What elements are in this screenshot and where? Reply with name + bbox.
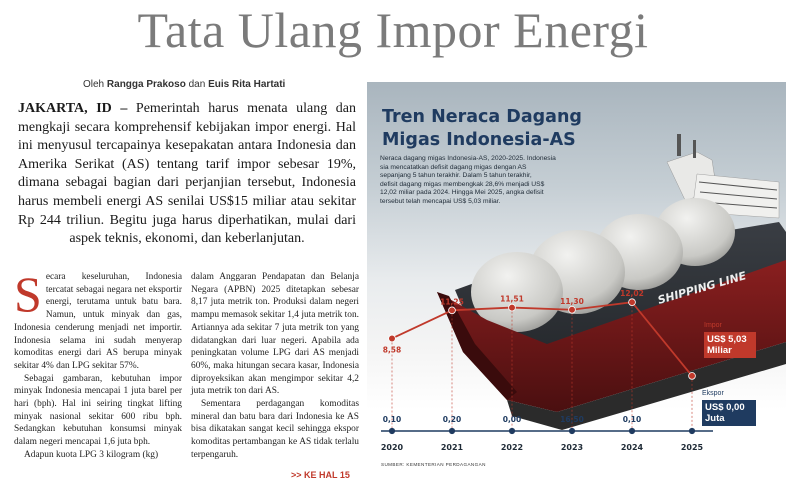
x-tick-label: 2025	[681, 443, 704, 452]
body-paragraph: ecara keseluruhan, Indonesia tercatat se…	[14, 272, 182, 371]
body-paragraph: Adapun kuota LPG 3 kilogram (kg)	[24, 449, 159, 460]
import-label: Impor	[704, 322, 722, 329]
export-point	[388, 427, 396, 435]
x-tick-label: 2024	[621, 443, 644, 452]
dateline: JAKARTA, ID –	[18, 101, 128, 116]
lead-text: Pemerintah harus menata ulang dan mengka…	[18, 101, 357, 247]
byline-conj: dan	[188, 79, 206, 90]
import-data-label: 8,58	[383, 345, 402, 354]
export-value-unit: Juta	[705, 413, 725, 424]
ship-illustration: SHIPPING LINE 2020 2021 2022 2023 2024 20258,…	[381, 134, 786, 452]
headline: Tata Ulang Impor Energi	[137, 2, 649, 58]
import-data-label: 12,02	[620, 289, 644, 298]
export-point	[568, 427, 576, 435]
export-data-label: 16,50	[560, 415, 584, 424]
subtitle-line: Neraca dagang migas Indonesia-AS, 2020-2…	[380, 155, 556, 162]
x-tick-label: 2023	[561, 443, 583, 452]
export-value-amount: US$ 0,00	[705, 402, 745, 413]
body-paragraph: Sementara perdagangan komoditas mineral …	[191, 399, 359, 460]
infographic: SHIPPING LINE 2020 2021 2022 2023 2024 2025 8,…	[367, 82, 786, 482]
subtitle-line: defisit dagang migas membengkak 28,6% me…	[380, 180, 545, 188]
export-data-label: 0,10	[623, 415, 642, 424]
x-tick-label: 2020	[381, 443, 404, 452]
import-value-amount: US$ 5,03	[707, 334, 747, 345]
export-data-label: 0,20	[443, 415, 462, 424]
infographic-title-line: Tren Neraca Dagang	[382, 107, 582, 127]
infographic-subtitle: Neraca dagang migas Indonesia-AS, 2020-2…	[380, 155, 590, 207]
author-1: Rangga Prakoso	[106, 79, 186, 90]
chart-layer: 2020 2021 2022 2023 2024 2025 8,58 11,25 11,51 11…	[381, 289, 713, 452]
import-point	[688, 372, 696, 380]
x-tick-label: 2022	[501, 443, 523, 452]
import-point	[388, 334, 396, 343]
export-callout: Ekspor US$ 0,00 Juta	[702, 390, 756, 434]
subtitle-line: sia mencatatkan defisit dagang migas den…	[380, 163, 527, 171]
subtitle-line: 12,02 miliar pada 2024. Hingga Mei 2025,…	[380, 189, 544, 197]
export-point	[508, 427, 516, 435]
export-point	[628, 427, 636, 435]
import-point	[628, 298, 636, 306]
subtitle-line: tersebut telah mencapai US$ 5,03 miliar.	[380, 197, 501, 205]
import-value-unit: Miliar	[707, 345, 732, 356]
export-point	[448, 427, 456, 435]
subtitle-line: sepanjang 5 tahun terakhir. Dalam 5 tahu…	[380, 172, 532, 180]
export-point	[688, 427, 696, 435]
source-note: SUMBER: KEMENTERIAN PERDAGANGAN	[381, 462, 486, 467]
import-point	[448, 306, 456, 315]
author-2: Euis Rita Hartati	[208, 79, 286, 90]
export-data-label: 0,00	[503, 415, 522, 424]
lead-paragraph: JAKARTA, ID – Pemerintah harus menata ul…	[18, 100, 356, 249]
import-series-line	[391, 301, 693, 377]
byline-prefix: Oleh	[83, 79, 105, 90]
infographic-title: Tren Neraca Dagang Migas Indonesia-AS	[382, 106, 582, 152]
import-point	[508, 303, 516, 312]
body-column-2: dalam Anggaran Pendapatan dan Belanja Ne…	[191, 271, 359, 462]
import-value: US$ 5,03 Miliar	[704, 332, 756, 358]
continued-link[interactable]: >> KE HAL 15	[291, 470, 350, 480]
drop-cap: S	[14, 266, 42, 322]
export-data-label: 0,10	[383, 415, 402, 424]
export-value: US$ 0,00 Juta	[702, 400, 756, 426]
import-data-label: 11,30	[560, 297, 584, 306]
body-paragraph: Sebagai gambaran, kebutuhan impor minyak…	[14, 373, 182, 448]
x-tick-label: 2021	[441, 443, 464, 452]
import-data-label: 11,25	[440, 297, 464, 306]
import-data-label: 11,51	[500, 295, 524, 304]
body-paragraph: dalam Anggaran Pendapatan dan Belanja Ne…	[191, 272, 359, 397]
export-label: Ekspor	[702, 390, 724, 397]
infographic-title-line: Migas Indonesia-AS	[382, 130, 576, 150]
import-callout: Impor US$ 5,03 Miliar	[704, 322, 756, 366]
import-point	[568, 305, 576, 314]
byline: Oleh Rangga Prakoso dan Euis Rita Hartat…	[83, 79, 285, 90]
